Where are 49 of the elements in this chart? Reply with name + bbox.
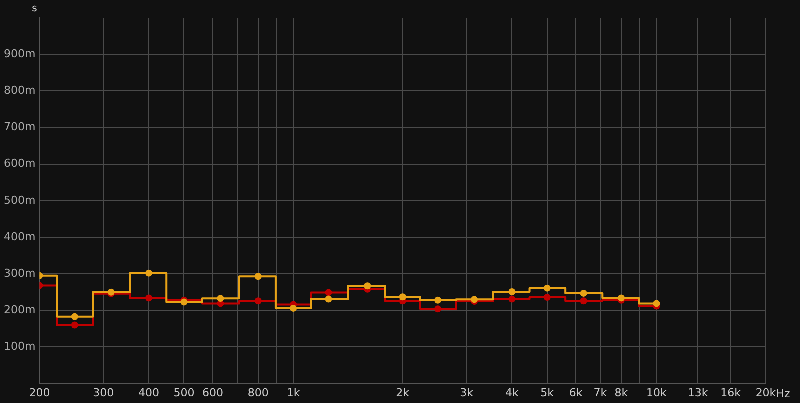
point — [254, 273, 262, 280]
x-tick-label: 200 — [29, 386, 50, 400]
x-tick-label: 300 — [93, 386, 114, 400]
point — [146, 270, 153, 277]
x-tick-label: 500 — [174, 386, 195, 400]
x-tick-label: 16k — [720, 386, 742, 400]
point — [146, 294, 153, 302]
point — [325, 296, 332, 303]
point — [544, 284, 551, 292]
point — [434, 306, 442, 313]
x-tick-label: 20k — [756, 386, 777, 400]
y-tick-label: 700m — [4, 120, 36, 134]
point — [653, 300, 660, 308]
point — [217, 295, 224, 302]
point — [254, 298, 262, 305]
y-tick-label: 900m — [4, 47, 36, 60]
y-tick-label: 800m — [4, 84, 36, 98]
x-tick-label: 4k — [505, 386, 520, 400]
point — [71, 313, 78, 320]
x-axis-title: Hz — [776, 388, 790, 401]
x-tick-label: 600 — [202, 386, 224, 400]
x-tick-label: 800 — [248, 386, 269, 400]
y-tick-label: 200m — [4, 304, 36, 316]
y-axis-title: s — [32, 4, 38, 15]
point — [580, 290, 588, 297]
point — [434, 296, 442, 304]
point — [508, 288, 516, 296]
y-tick-label: 100m — [4, 340, 36, 354]
x-tick-label: 10k — [646, 386, 668, 400]
x-tick-label: 3k — [460, 386, 474, 400]
y-tick-label: 300m — [4, 266, 36, 280]
y-tick-label: 400m — [4, 230, 36, 244]
point — [71, 322, 78, 329]
y-tick-label: 600m — [4, 157, 36, 170]
x-tick-label: 2k — [396, 386, 410, 400]
x-tick-label: 6k — [569, 386, 584, 400]
x-tick-label: 400 — [138, 386, 160, 400]
x-tick-label: 7k — [594, 386, 608, 400]
point — [290, 304, 298, 312]
x-tick-label: 13k — [688, 386, 709, 400]
point — [325, 289, 332, 296]
y-tick-label: 500m — [4, 194, 36, 207]
x-tick-label: 1k — [286, 386, 301, 400]
point — [508, 296, 516, 303]
point — [399, 294, 406, 301]
x-tick-label: 5k — [540, 386, 555, 400]
point — [580, 298, 588, 305]
x-tick-label: 8k — [614, 386, 629, 400]
point — [544, 294, 551, 301]
